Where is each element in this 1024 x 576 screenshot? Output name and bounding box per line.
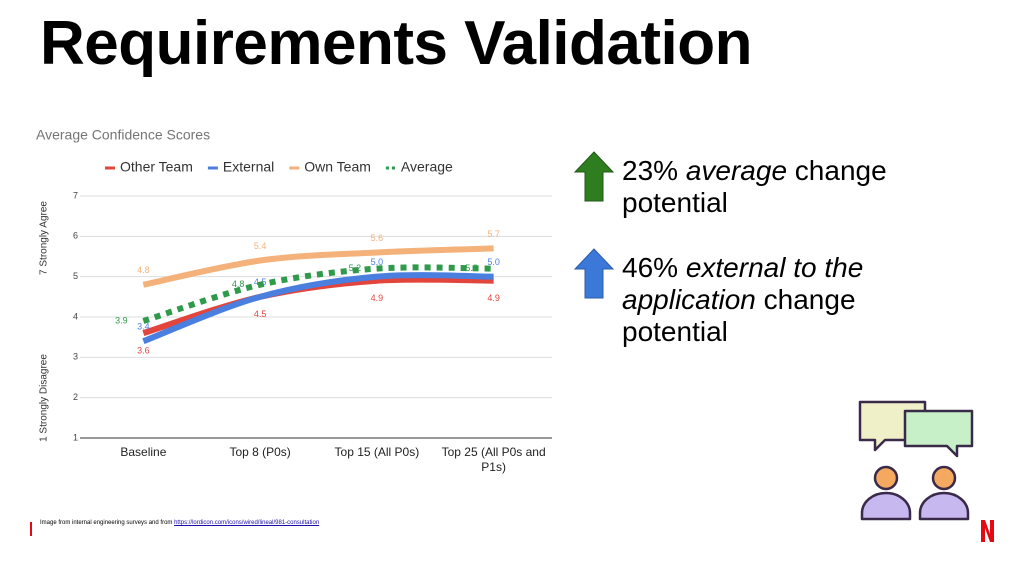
consultation-icon <box>858 400 974 521</box>
y-axis-label: 7 Strongly Agree <box>39 201 50 275</box>
y-axis-label: 1 Strongly Disagree <box>39 354 50 442</box>
callout-emphasis: average <box>685 155 788 186</box>
y-tick-label: 1 <box>73 432 78 442</box>
data-label: 4.9 <box>487 293 500 303</box>
footnote-bar <box>30 522 32 536</box>
legend-label: Average <box>401 159 453 175</box>
series-line <box>142 264 494 324</box>
data-label: 4.5 <box>254 309 267 319</box>
data-label: 5.0 <box>487 257 500 267</box>
y-tick-label: 5 <box>73 271 78 281</box>
callout-text: 23% <box>622 155 686 186</box>
data-label: 4.8 <box>232 279 245 289</box>
up-arrow <box>573 151 615 202</box>
callout-text: change potential <box>622 284 856 347</box>
slide-title: Requirements Validation <box>40 9 753 78</box>
series-line <box>142 245 494 288</box>
x-tick-label: Top 15 (All P0s) <box>335 445 420 459</box>
data-label: 4.9 <box>371 293 384 303</box>
x-tick-label: Top 25 (All P0s and P1s) <box>442 445 546 474</box>
data-label: 4.8 <box>137 265 150 275</box>
data-label: 5.7 <box>487 229 500 239</box>
data-label: 5.2 <box>349 263 362 273</box>
data-label: 5.0 <box>371 257 384 267</box>
footnote-text: Image from internal engineering surveys … <box>40 520 175 526</box>
legend-label: Own Team <box>304 159 371 175</box>
callout-text: 46% <box>622 252 686 283</box>
callout-text: change potential <box>622 155 887 218</box>
callout: 23% average change potential <box>622 155 912 219</box>
data-label: 3.9 <box>115 315 128 325</box>
x-tick-label: Top 8 (P0s) <box>229 445 290 459</box>
legend-label: Other Team <box>120 159 193 175</box>
data-label: 3.4 <box>137 322 150 332</box>
y-tick-label: 2 <box>73 392 78 402</box>
x-tick-label: Baseline <box>120 445 166 459</box>
y-tick-label: 3 <box>73 352 78 362</box>
footnote: Image from internal engineering surveys … <box>40 520 319 526</box>
data-label: 5.6 <box>371 233 384 243</box>
series-line <box>142 272 494 345</box>
chart-title: Average Confidence Scores <box>36 127 210 143</box>
data-label: 5.4 <box>254 241 267 251</box>
y-tick-label: 6 <box>73 231 78 241</box>
logo <box>981 520 994 542</box>
footnote-link[interactable]: https://lordicon.com/icons/wired/lineal/… <box>174 520 320 526</box>
series-line <box>142 276 494 336</box>
legend-label: External <box>223 159 274 175</box>
y-tick-label: 7 <box>73 190 78 200</box>
data-label: 5.2 <box>465 263 478 273</box>
up-arrow <box>573 248 615 299</box>
y-tick-label: 4 <box>73 311 78 321</box>
callout-emphasis: external to the application <box>622 252 864 315</box>
callout: 46% external to the application change p… <box>622 252 912 348</box>
data-label: 3.6 <box>137 346 150 356</box>
